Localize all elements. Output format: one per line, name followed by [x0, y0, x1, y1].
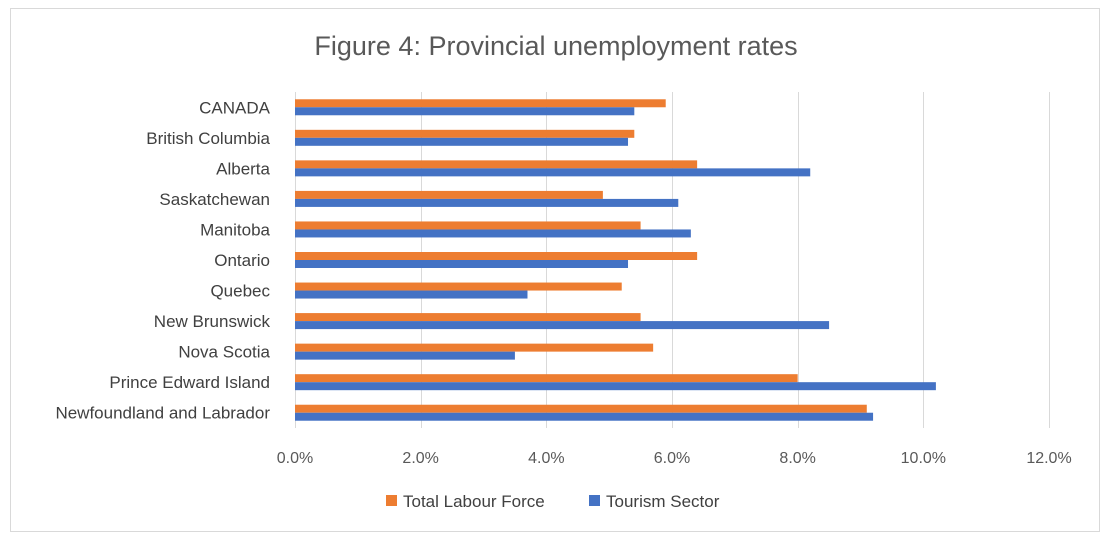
bar-tourism-sector [295, 198, 679, 207]
category-label: Ontario [214, 251, 270, 270]
chart-frame [10, 8, 1100, 532]
category-label: Quebec [210, 282, 270, 301]
category-label: Newfoundland and Labrador [55, 404, 270, 423]
category-label: British Columbia [146, 129, 270, 148]
category-label: Saskatchewan [159, 190, 270, 209]
bar-total-labour-force [295, 404, 867, 413]
bar-tourism-sector [295, 412, 874, 421]
x-tick-labels: 0.0% 2.0% 4.0% 6.0% 8.0% 10.0% 12.0% [277, 450, 1072, 467]
legend-swatch [589, 495, 600, 506]
x-tick-label: 6.0% [654, 450, 690, 467]
bar-total-labour-force [295, 343, 654, 352]
legend-label: Tourism Sector [606, 492, 720, 511]
x-tick-label: 2.0% [402, 450, 438, 467]
category-label: Nova Scotia [178, 343, 270, 362]
category-label: Prince Edward Island [109, 373, 270, 392]
bar-total-labour-force [295, 282, 622, 291]
gridlines [295, 92, 1050, 428]
bars [295, 99, 936, 421]
bar-total-labour-force [295, 160, 698, 169]
category-label: Manitoba [200, 220, 270, 239]
legend-swatch [386, 495, 397, 506]
category-label: CANADA [199, 98, 271, 117]
bar-total-labour-force [295, 252, 698, 260]
x-tick-label: 4.0% [528, 450, 564, 467]
bar-total-labour-force [295, 99, 666, 108]
bar-tourism-sector [295, 260, 629, 268]
category-labels: CANADA British Columbia Alberta Saskatchewa… [55, 98, 270, 422]
bar-total-labour-force [295, 221, 641, 230]
bar-tourism-sector [295, 321, 830, 330]
bar-tourism-sector [295, 290, 528, 299]
legend-label: Total Labour Force [403, 492, 545, 511]
x-tick-label: 0.0% [277, 450, 313, 467]
bar-tourism-sector [295, 382, 936, 391]
bar-tourism-sector [295, 137, 629, 146]
category-label: Alberta [216, 159, 270, 178]
bar-tourism-sector [295, 107, 635, 116]
x-tick-label: 8.0% [779, 450, 815, 467]
x-tick-label: 10.0% [901, 450, 946, 467]
bar-tourism-sector [295, 351, 515, 360]
category-label: New Brunswick [154, 312, 271, 331]
bar-tourism-sector [295, 229, 691, 238]
bar-tourism-sector [295, 168, 811, 177]
bar-total-labour-force [295, 190, 603, 199]
x-tick-label: 12.0% [1026, 450, 1071, 467]
chart-title: Figure 4: Provincial unemployment rates [314, 31, 797, 61]
legend: Total Labour Force Tourism Sector [386, 492, 720, 511]
bar-total-labour-force [295, 374, 798, 383]
bar-total-labour-force [295, 129, 635, 138]
bar-total-labour-force [295, 313, 641, 322]
